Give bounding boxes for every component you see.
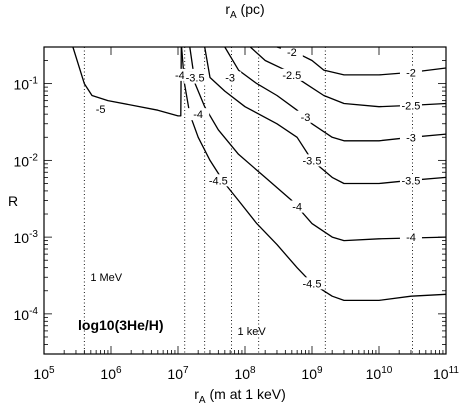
contour-label-bg bbox=[187, 108, 210, 121]
contour-label: -2.5 bbox=[282, 70, 301, 82]
y-tick-label: 10-2 bbox=[14, 152, 39, 169]
reference-line-label: 1 MeV bbox=[90, 272, 122, 284]
reference-lines bbox=[83, 47, 413, 354]
x-tick-label: 1011 bbox=[433, 365, 459, 382]
contour-line-2 bbox=[189, 46, 447, 242]
contour-label-bg bbox=[399, 174, 422, 187]
x-tick-label: 109 bbox=[301, 365, 323, 382]
contour-label: -4 bbox=[406, 232, 416, 244]
contour-label: -5 bbox=[96, 104, 106, 116]
x-tick-label: 1010 bbox=[366, 365, 393, 382]
contour-label: -2 bbox=[406, 67, 416, 79]
contour-label: -3.5 bbox=[303, 155, 322, 167]
contour-label-bg bbox=[301, 154, 323, 167]
x-tick-label: 107 bbox=[167, 365, 189, 382]
y-tick-label: 10-1 bbox=[14, 76, 39, 93]
contour-label-bg bbox=[207, 174, 230, 187]
x-tick-label: 106 bbox=[100, 365, 122, 382]
x-tick-label: 108 bbox=[234, 365, 256, 382]
reference-line-labels: 1 MeV 1 keV bbox=[90, 272, 266, 338]
contour-label: -4 bbox=[292, 202, 302, 214]
contour-label-bg bbox=[399, 231, 422, 244]
contour-label-bg bbox=[399, 66, 422, 79]
contour-label: -4.5 bbox=[209, 175, 228, 187]
x-tick-label: 105 bbox=[33, 365, 55, 382]
contour-label-bg bbox=[399, 99, 422, 112]
contour-label-bg bbox=[89, 102, 112, 115]
contour-label-bg bbox=[301, 277, 323, 290]
y-tick-label: 10-4 bbox=[14, 306, 39, 323]
top-axis-title: rA (pc) bbox=[225, 1, 264, 21]
contour-label-bg bbox=[280, 45, 303, 58]
reference-line-label: 1 keV bbox=[238, 326, 267, 338]
annotation-main: log10(3He/H) bbox=[78, 317, 164, 333]
contour-label-bg bbox=[294, 110, 317, 123]
y-tick-label: 10-3 bbox=[14, 229, 39, 246]
x-tick-labels: 105 106 107 108 109 1010 1011 bbox=[33, 365, 459, 382]
contour-label: -3 bbox=[406, 132, 416, 144]
contour-label-bg bbox=[219, 71, 242, 84]
contour-labels: -5-4.5-4.5-4.5-4-4-4-3.5-3.5-3.5-3-3-3-2… bbox=[89, 45, 422, 290]
contour-label: -3 bbox=[225, 73, 235, 85]
plot-frame bbox=[43, 46, 447, 355]
contour-label: -2.5 bbox=[401, 100, 420, 112]
contour-label-bg bbox=[399, 131, 422, 144]
contour-lines bbox=[72, 46, 447, 302]
x-axis-title: rA (m at 1 keV) bbox=[194, 386, 285, 406]
contour-line-0 bbox=[72, 46, 182, 117]
contour-label: -3.5 bbox=[186, 73, 205, 85]
contour-label: -2 bbox=[287, 47, 297, 59]
y-tick-labels: 10-1 10-2 10-3 10-4 bbox=[14, 76, 39, 323]
contour-label: -3.5 bbox=[401, 175, 420, 187]
contour-label: -4.5 bbox=[303, 278, 322, 290]
contour-label-bg bbox=[184, 71, 207, 84]
contour-label-bg bbox=[280, 68, 303, 81]
contour-line-3 bbox=[204, 46, 447, 185]
contour-label: -3 bbox=[301, 112, 311, 124]
contour-label: -4 bbox=[193, 109, 203, 121]
contour-label-bg bbox=[286, 200, 309, 213]
contour-line-1 bbox=[180, 46, 447, 302]
contour-line-4 bbox=[224, 46, 447, 142]
axis-ticks bbox=[43, 47, 447, 355]
y-axis-title: R bbox=[8, 193, 18, 209]
